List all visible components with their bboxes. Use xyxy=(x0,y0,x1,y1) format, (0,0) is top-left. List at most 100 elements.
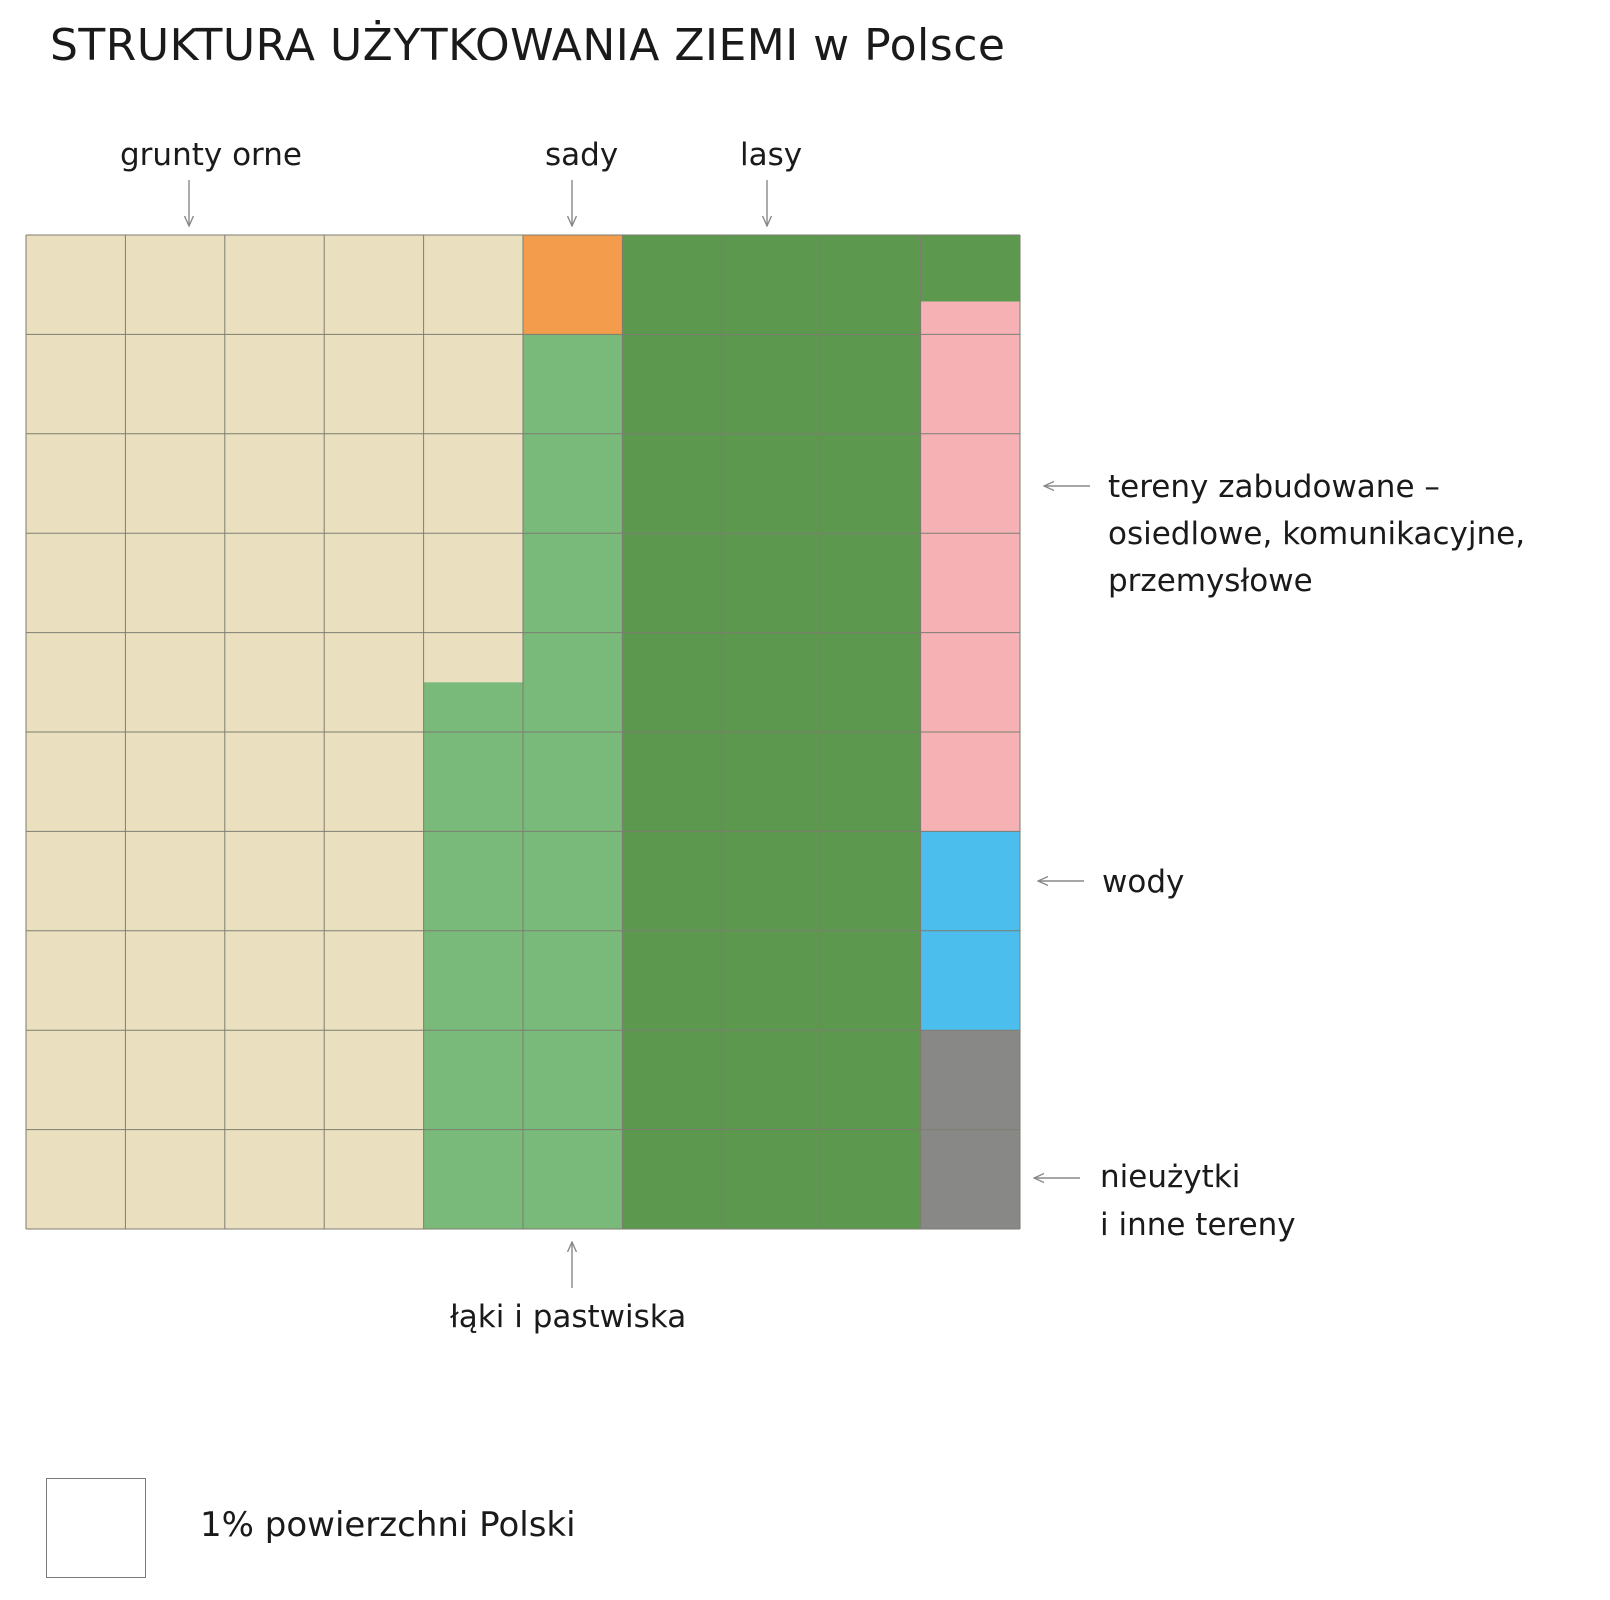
label-tereny-zabudowane-line1: tereny zabudowane – xyxy=(1108,469,1440,505)
label-laki-i-pastwiska: łąki i pastwiska xyxy=(450,1299,687,1335)
cell-lasy xyxy=(622,930,722,1031)
cell-grunty xyxy=(224,334,325,434)
cell-laki xyxy=(523,334,623,434)
cell-grunty xyxy=(26,533,126,633)
cell-lasy xyxy=(821,831,921,931)
cell-grunty xyxy=(125,831,225,931)
cell-grunty xyxy=(26,1129,126,1229)
cell-lasy xyxy=(821,334,921,434)
cell-lasy xyxy=(721,930,822,1031)
cell-grunty xyxy=(26,632,126,732)
cell-grunty xyxy=(423,632,523,683)
cell-lasy xyxy=(721,235,822,335)
cell-zabudowane xyxy=(920,732,1020,832)
cell-grunty xyxy=(224,533,325,633)
cell-grunty xyxy=(26,334,126,434)
cell-grunty xyxy=(324,1129,424,1229)
cell-laki xyxy=(523,433,623,534)
cell-lasy xyxy=(721,632,822,732)
cell-grunty xyxy=(26,732,126,832)
cell-laki xyxy=(523,632,623,732)
cell-grunty xyxy=(324,1030,424,1130)
cell-wody xyxy=(920,831,1020,931)
cell-lasy xyxy=(622,831,722,931)
cell-lasy xyxy=(721,1129,822,1229)
cell-grunty xyxy=(125,235,225,335)
cell-grunty xyxy=(125,433,225,534)
cell-grunty xyxy=(224,632,325,732)
cell-laki xyxy=(523,533,623,633)
cell-grunty xyxy=(224,1030,325,1130)
cell-lasy xyxy=(821,433,921,534)
cell-lasy xyxy=(821,533,921,633)
cell-grunty xyxy=(324,433,424,534)
cell-grunty xyxy=(224,930,325,1031)
cell-lasy xyxy=(622,334,722,434)
label-sady: sady xyxy=(545,137,619,173)
cell-grunty xyxy=(125,632,225,732)
cell-laki xyxy=(523,831,623,931)
cell-grunty xyxy=(125,732,225,832)
cell-grunty xyxy=(26,831,126,931)
cell-lasy xyxy=(622,533,722,633)
cell-grunty xyxy=(26,235,126,335)
label-grunty-orne: grunty orne xyxy=(120,137,302,173)
cell-lasy xyxy=(622,1030,722,1130)
cell-lasy xyxy=(721,732,822,832)
cell-grunty xyxy=(423,334,523,434)
label-nieuzytki-line2: i inne tereny xyxy=(1100,1207,1296,1243)
cell-wody xyxy=(920,930,1020,1031)
cell-grunty xyxy=(125,334,225,434)
label-tereny-zabudowane-line2: osiedlowe, komunikacyjne, xyxy=(1108,516,1526,552)
cell-grunty xyxy=(26,930,126,1031)
cell-laki xyxy=(423,831,523,931)
cell-grunty xyxy=(324,632,424,732)
cell-grunty xyxy=(125,1129,225,1229)
label-wody: wody xyxy=(1102,864,1185,900)
cell-laki xyxy=(523,1129,623,1229)
chart-title: STRUKTURA UŻYTKOWANIA ZIEMI w Polsce xyxy=(50,20,1006,71)
cell-grunty xyxy=(26,433,126,534)
cell-lasy xyxy=(821,1030,921,1130)
legend-unit-label: 1% powierzchni Polski xyxy=(200,1505,576,1545)
cell-laki xyxy=(423,930,523,1031)
cell-zabudowane xyxy=(920,533,1020,633)
cell-laki xyxy=(523,930,623,1031)
cell-grunty xyxy=(324,235,424,335)
cell-nieuzytki xyxy=(920,1030,1020,1130)
cell-lasy xyxy=(622,632,722,732)
cell-lasy xyxy=(821,632,921,732)
cell-grunty xyxy=(324,334,424,434)
cell-lasy xyxy=(721,831,822,931)
cell-laki xyxy=(523,732,623,832)
cell-grunty xyxy=(324,732,424,832)
cell-grunty xyxy=(224,831,325,931)
cell-grunty xyxy=(125,1030,225,1130)
cell-laki xyxy=(423,732,523,832)
legend-unit-square xyxy=(46,1478,146,1578)
cell-lasy xyxy=(622,1129,722,1229)
cell-laki xyxy=(423,1129,523,1229)
cell-lasy xyxy=(821,1129,921,1229)
cell-lasy xyxy=(821,732,921,832)
cell-lasy xyxy=(622,235,722,335)
cell-laki xyxy=(423,682,523,732)
cell-grunty xyxy=(224,732,325,832)
cell-zabudowane xyxy=(920,632,1020,732)
cell-lasy xyxy=(622,433,722,534)
cell-grunty xyxy=(423,433,523,534)
cell-grunty xyxy=(125,533,225,633)
cell-lasy xyxy=(920,235,1020,302)
cell-nieuzytki xyxy=(920,1129,1020,1229)
cell-grunty xyxy=(224,433,325,534)
cell-laki xyxy=(523,1030,623,1130)
cell-lasy xyxy=(721,533,822,633)
cell-grunty xyxy=(324,831,424,931)
cell-zabudowane xyxy=(920,433,1020,534)
cell-grunty xyxy=(324,533,424,633)
label-nieuzytki-line1: nieużytki xyxy=(1100,1159,1241,1195)
cell-grunty xyxy=(125,930,225,1031)
label-tereny-zabudowane-line3: przemysłowe xyxy=(1108,563,1313,599)
cell-lasy xyxy=(821,930,921,1031)
